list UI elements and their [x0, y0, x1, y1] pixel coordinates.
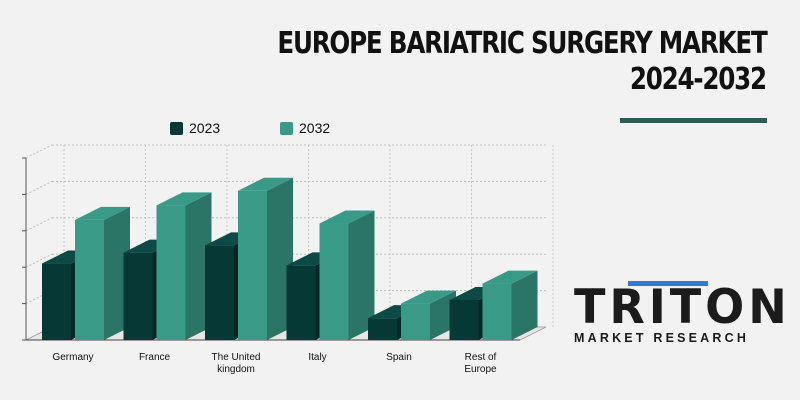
bar-2032-3: [319, 210, 375, 340]
category-label-2: The United kingdom: [212, 352, 261, 375]
category-label-3: Italy: [308, 352, 326, 363]
triton-logo-subtitle: MARKET RESEARCH: [574, 331, 750, 345]
bar-top-2032-4: [401, 290, 456, 304]
bar-2032-1: [156, 192, 212, 340]
triton-logo-word: TRITON: [574, 280, 791, 335]
bar-front-2032-1: [156, 205, 186, 340]
bar-top-2032-3: [319, 210, 375, 224]
legend-item-2023: 2023: [170, 120, 220, 136]
bar-top-2032-5: [482, 270, 538, 284]
bar-front-2023-2: [205, 245, 234, 340]
title-underline: [620, 118, 767, 123]
bar-2032-0: [75, 206, 130, 340]
bar-top-2032-2: [238, 177, 293, 191]
logo-accent-bar: [628, 281, 708, 286]
chart-title-line1: EUROPE BARIATRIC SURGERY MARKET: [276, 26, 767, 61]
legend-swatch-2032: [280, 121, 293, 135]
legend-item-2032: 2032: [280, 120, 330, 136]
category-label-1: France: [139, 352, 171, 363]
category-label-3-line-0: Italy: [308, 352, 326, 363]
bar-2032-5: [482, 270, 538, 340]
bar-front-2023-0: [42, 263, 71, 340]
bar-front-2032-3: [319, 223, 349, 340]
category-label-4: Spain: [386, 352, 412, 363]
gridline-diagonal: [25, 144, 53, 159]
bar-2032-2: [238, 177, 293, 340]
bar-side-2032-3: [348, 210, 375, 340]
bar-front-2032-5: [482, 283, 512, 340]
legend-swatch-2023: [170, 121, 183, 135]
category-label-2-line-1: kingdom: [217, 364, 255, 375]
bar-top-2032-0: [75, 206, 130, 220]
bar-front-2023-4: [368, 318, 397, 340]
category-labels: Germany France The United kingdom Italy Spain…: [52, 352, 497, 375]
category-label-5-line-1: Europe: [464, 364, 497, 375]
bar-front-2023-1: [123, 252, 153, 340]
bar-front-2032-2: [238, 190, 267, 340]
gridline-diagonal: [25, 253, 53, 268]
bar-top-2032-1: [156, 192, 212, 206]
category-label-1-line-0: France: [139, 352, 171, 363]
chart-title-line2: 2024-2032: [629, 62, 767, 97]
category-label-0: Germany: [52, 352, 93, 363]
bar-front-2023-5: [449, 299, 479, 340]
gridline-diagonal: [25, 217, 53, 232]
category-label-4-line-0: Spain: [386, 352, 412, 363]
bar-side-2032-5: [511, 270, 538, 340]
legend-label-2032: 2032: [299, 120, 331, 136]
gridline-diagonal: [25, 180, 53, 195]
category-label-0-line-0: Germany: [52, 352, 93, 363]
category-label-2-line-0: The United: [212, 352, 261, 363]
legend-label-2023: 2023: [189, 120, 221, 136]
chart-bars: [42, 177, 538, 340]
bar-front-2023-3: [286, 265, 316, 340]
bar-front-2032-0: [75, 219, 104, 340]
category-label-5-line-0: Rest of: [465, 352, 497, 363]
category-label-5: Rest of Europe: [464, 352, 497, 375]
bar-front-2032-4: [401, 303, 430, 340]
